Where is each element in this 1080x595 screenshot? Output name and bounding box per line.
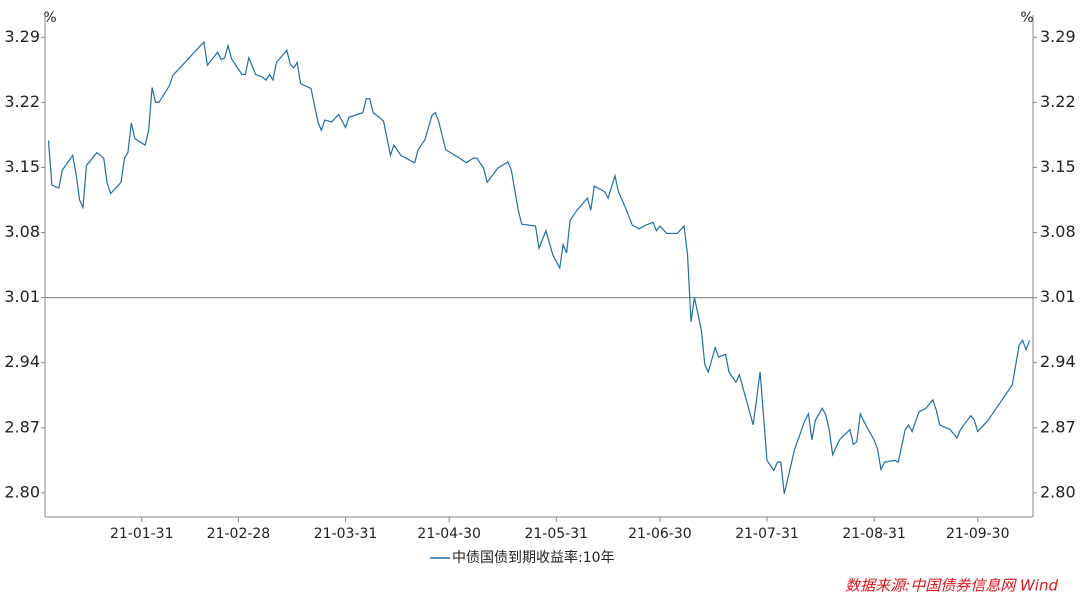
- y-tick-label: 3.22: [4, 92, 40, 111]
- y-tick-label: 3.01: [4, 287, 40, 306]
- y2-tick-label: 3.29: [1040, 27, 1076, 46]
- y-tick-label: 3.29: [4, 27, 40, 46]
- x-tick-label: 21-06-30: [628, 526, 692, 542]
- x-tick-label: 21-02-28: [207, 526, 271, 542]
- y2-tick-label: 3.15: [1040, 157, 1076, 176]
- y2-tick-label: 2.80: [1040, 482, 1076, 501]
- y2-tick-label: 3.08: [1040, 222, 1076, 241]
- x-tick-label: 21-01-31: [110, 526, 174, 542]
- source-note: 数据来源:中国债券信息网 Wind: [845, 577, 1058, 595]
- y-tick-label: 2.80: [4, 482, 40, 501]
- x-tick-label: 21-04-30: [417, 526, 481, 542]
- x-tick-label: 21-03-31: [314, 526, 378, 542]
- x-tick-label: 21-07-31: [735, 526, 799, 542]
- x-tick-label: 21-09-30: [946, 526, 1010, 542]
- x-tick-label: 21-08-31: [842, 526, 906, 542]
- y2-tick-label: 2.87: [1040, 417, 1076, 436]
- y2-tick-label: 3.22: [1040, 92, 1076, 111]
- y-tick-label: 3.08: [4, 222, 40, 241]
- y-tick-label: 2.87: [4, 417, 40, 436]
- series-line: [47, 40, 1031, 494]
- y2-tick-label: 3.01: [1040, 287, 1076, 306]
- legend-label: 中债国债到期收益率:10年: [452, 549, 615, 566]
- y-tick-label: 3.15: [4, 157, 40, 176]
- y-unit-right: %: [1020, 10, 1033, 26]
- x-tick-label: 21-05-31: [524, 526, 588, 542]
- y-tick-label: 2.94: [4, 352, 40, 371]
- y2-tick-label: 2.94: [1040, 352, 1076, 371]
- y-unit-left: %: [43, 10, 56, 26]
